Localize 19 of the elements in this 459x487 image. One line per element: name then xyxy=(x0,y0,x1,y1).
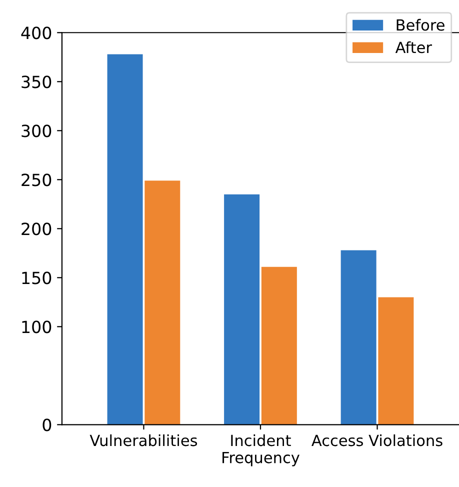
x-tick-label: Access Violations xyxy=(312,434,442,446)
y-tick-label: 250 xyxy=(22,174,52,186)
y-tick-label: 150 xyxy=(22,272,52,284)
y-tick-label: 350 xyxy=(22,76,52,88)
y-tick-label: 100 xyxy=(22,320,52,334)
bar xyxy=(261,266,297,425)
y-tick-label: 400 xyxy=(21,26,52,40)
y-tick-label: 200 xyxy=(22,222,52,236)
bar xyxy=(378,297,414,425)
legend-label: Before xyxy=(396,18,444,31)
y-tick-label: 0 xyxy=(42,418,52,432)
bar xyxy=(144,180,180,425)
bar xyxy=(340,250,376,425)
legend-label: After xyxy=(395,41,432,54)
y-tick-label: 300 xyxy=(22,124,52,138)
bar xyxy=(107,54,143,425)
x-tick-label: Incident Frequency xyxy=(222,434,300,466)
x-tick-label: Vulnerabilities xyxy=(90,434,198,446)
bar xyxy=(224,194,260,425)
